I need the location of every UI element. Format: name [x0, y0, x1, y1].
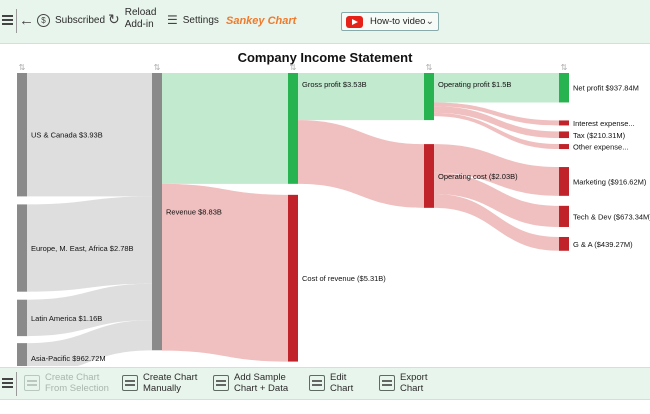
sankey-node-op[interactable] [424, 73, 434, 121]
youtube-icon [346, 15, 363, 28]
sankey-node-cor[interactable] [288, 194, 298, 362]
sankey-link-rev-gp [162, 73, 288, 184]
sankey-link-op-ie [434, 102, 559, 126]
settings-button[interactable]: ☰ Settings [167, 14, 219, 26]
create-selection-label-2: From Selection [45, 383, 109, 394]
sankey-label-mkt: Marketing ($916.62M) [573, 177, 647, 186]
sankey-label-eu: Europe, M. East, Africa $2.78B [31, 244, 134, 253]
edit-label-2: Chart [330, 383, 354, 394]
chevron-down-icon: ⌄ [425, 16, 434, 27]
sankey-node-td[interactable] [559, 205, 569, 227]
settings-label: Settings [182, 14, 219, 26]
sankey-label-oc: Operating cost ($2.03B) [438, 172, 518, 181]
sankey-label-rev: Revenue $8.83B [166, 208, 222, 217]
drag-handle-icon-np[interactable]: ⇅ [561, 63, 568, 72]
sankey-node-ap[interactable] [17, 343, 27, 366]
sankey-link-ap-rev [27, 320, 152, 366]
sankey-link-eu-rev [27, 196, 152, 292]
sankey-node-rev[interactable] [152, 73, 162, 351]
create-selection-label-1: Create Chart [45, 372, 100, 383]
edit-chart-icon [309, 375, 325, 391]
reload-icon: ↻ [108, 11, 120, 27]
sankey-node-eu[interactable] [17, 204, 27, 292]
subscribed-button[interactable]: $ Subscribed [37, 14, 105, 27]
back-button[interactable]: ← [19, 13, 39, 28]
create-manual-label-2: Manually [143, 383, 182, 394]
sankey-label-td: Tech & Dev ($673.34M) [573, 212, 650, 221]
add-sample-chart-button[interactable]: Add Sample Chart + Data [213, 372, 288, 394]
sankey-label-tax: Tax ($210.31M) [573, 131, 626, 140]
sankey-link-la-rev [27, 283, 152, 337]
sankey-node-ie[interactable] [559, 120, 569, 126]
edit-chart-button[interactable]: Edit Chart [309, 372, 353, 394]
sankey-label-gp: Gross profit $3.53B [302, 80, 367, 89]
sankey-link-gp-oc [298, 120, 424, 208]
sankey-link-oc-mkt [434, 144, 559, 196]
sankey-node-mkt[interactable] [559, 167, 569, 196]
sankey-label-np: Net profit $937.84M [573, 84, 639, 93]
sankey-node-us[interactable] [17, 73, 27, 197]
sankey-label-ga: G & A ($439.27M) [573, 240, 633, 249]
bottom-divider [16, 372, 17, 396]
drag-handle-icon-rev[interactable]: ⇅ [154, 63, 161, 72]
add-sample-label-1: Add Sample [234, 372, 286, 383]
dollar-circle-icon: $ [37, 14, 50, 27]
grid-icon [122, 375, 138, 391]
add-sample-label-2: Chart + Data [234, 383, 289, 394]
sankey-node-oe[interactable] [559, 144, 569, 150]
sankey-chart: US & Canada $3.93B Europe, M. East, Afric… [17, 63, 650, 366]
howto-video-dropdown[interactable]: How-to video ⌄ [341, 12, 439, 31]
sankey-label-op: Operating profit $1.5B [438, 80, 511, 89]
sankey-node-np[interactable] [559, 73, 569, 103]
reload-label-line2: Add-in [124, 19, 154, 30]
sankey-link-op-np [434, 73, 559, 103]
brand-title: Sankey Chart [226, 15, 297, 27]
bottom-toolbar: Create Chart From Selection Create Chart… [0, 367, 650, 400]
sankey-label-us: US & Canada $3.93B [31, 131, 103, 140]
create-chart-manually-button[interactable]: Create Chart Manually [122, 372, 197, 394]
subscribed-label: Subscribed [55, 15, 106, 26]
drag-handle-icon-op[interactable]: ⇅ [426, 63, 433, 72]
sankey-label-ap: Asia-Pacific $962.72M [31, 354, 106, 363]
sankey-link-rev-cor [162, 183, 288, 362]
drag-handle-icon-us[interactable]: ⇅ [19, 63, 26, 72]
sankey-link-us-rev [27, 73, 152, 197]
sankey-node-ga[interactable] [559, 236, 569, 251]
top-toolbar: ← $ Subscribed ↻ Reload Add-in ☰ Setting… [0, 0, 650, 44]
sankey-label-la: Latin America $1.16B [31, 314, 102, 323]
chart-area: Company Income Statement US & Canada $3.… [0, 44, 650, 366]
sankey-link-oc-td [434, 172, 559, 227]
sample-data-icon [213, 375, 229, 391]
export-label-1: Export [400, 372, 428, 383]
sankey-node-gp[interactable] [288, 73, 298, 184]
table-icon [24, 375, 40, 391]
sankey-node-oc[interactable] [424, 144, 434, 208]
menu-icon[interactable] [2, 15, 13, 25]
sankey-link-op-tax [434, 106, 559, 139]
sankey-label-cor: Cost of revenue ($5.31B) [302, 274, 386, 283]
reload-addin-button[interactable]: ↻ Reload Add-in [108, 7, 156, 31]
export-label-2: Chart [400, 383, 424, 394]
sankey-node-tax[interactable] [559, 131, 569, 139]
create-chart-from-selection-button[interactable]: Create Chart From Selection [24, 372, 109, 394]
back-arrow-icon: ← [19, 12, 34, 29]
bottom-menu-icon[interactable] [2, 378, 13, 390]
sankey-node-la[interactable] [17, 299, 27, 337]
toolbar-divider [16, 9, 17, 33]
howto-label: How-to video [370, 16, 426, 27]
sankey-label-ie: Interest expense... [573, 119, 635, 128]
drag-handle-icon-gp[interactable]: ⇅ [290, 63, 297, 72]
settings-sliders-icon: ☰ [167, 13, 178, 27]
chart-title: Company Income Statement [237, 50, 413, 65]
reload-label-line1: Reload [124, 7, 157, 18]
export-chart-button[interactable]: Export Chart [379, 372, 427, 394]
create-manual-label-1: Create Chart [143, 372, 198, 383]
sankey-label-oe: Other expense... [573, 143, 628, 152]
sankey-link-gp-op [298, 73, 424, 121]
edit-label-1: Edit [330, 372, 347, 383]
sankey-link-oc-ga [434, 194, 559, 251]
sankey-link-op-oe [434, 112, 559, 150]
export-icon [379, 375, 395, 391]
